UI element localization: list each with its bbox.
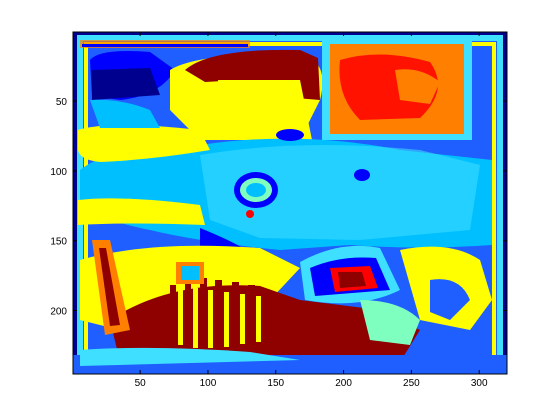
ring-center	[246, 183, 266, 197]
blob-upper-left-dark	[92, 68, 160, 100]
band-top-blue	[82, 44, 248, 47]
pillar-darkred	[99, 248, 120, 326]
region-lightblue-left	[90, 99, 160, 128]
axes-box	[72, 31, 508, 375]
box-orange-inner	[181, 266, 199, 280]
patch-green-right	[360, 300, 420, 345]
y-tick-label: 50	[56, 97, 68, 108]
region-yellow-left-swirl	[78, 125, 210, 162]
stripes-darkred	[110, 278, 420, 362]
heatmap-image	[73, 32, 507, 374]
x-tick-label: 200	[335, 378, 352, 389]
stripes-yellow	[178, 288, 261, 348]
y-tick-label: 150	[50, 237, 67, 248]
box-lowright-darkred	[338, 272, 366, 288]
region-cyan-center	[200, 145, 480, 240]
region-yellow-left-lower	[78, 198, 205, 225]
patch-blue-2	[354, 169, 370, 181]
y-tick-label: 100	[50, 167, 67, 178]
band-bottom-cyan	[80, 347, 300, 366]
red-dot	[246, 210, 254, 218]
patch-blue-right	[430, 279, 470, 320]
x-tick-label: 300	[471, 378, 488, 389]
y-axis: 50 100 150 200	[50, 97, 507, 317]
x-tick-label: 100	[200, 378, 217, 389]
region-yellow-mid	[218, 80, 312, 140]
x-tick-label: 150	[267, 378, 284, 389]
x-tick-label: 50	[135, 378, 147, 389]
x-tick-label: 250	[403, 378, 420, 389]
patch-blue-1	[276, 129, 304, 141]
y-tick-label: 200	[50, 306, 67, 317]
panel-top-right-orange-inner	[395, 69, 440, 104]
x-axis: 50 100 150 200 250 300	[135, 32, 488, 389]
